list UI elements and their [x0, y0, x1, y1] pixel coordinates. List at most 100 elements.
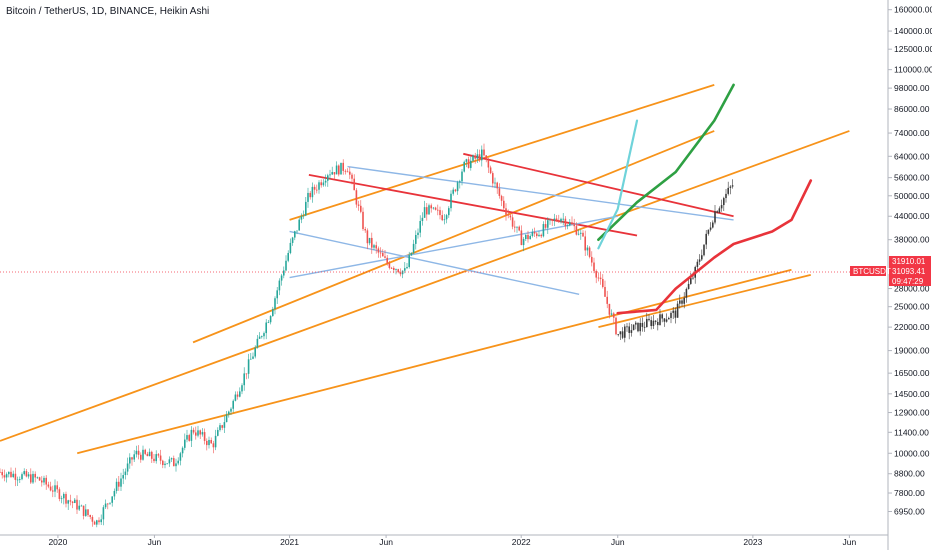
candle-body: [357, 204, 360, 206]
candle-body: [443, 219, 446, 221]
candle-body: [153, 458, 155, 462]
candle-body: [604, 286, 606, 297]
candle-body: [353, 178, 355, 191]
orange-channel-line[interactable]: [0, 130, 850, 442]
candle-body: [322, 182, 325, 186]
price-tick-label: 19000.00: [894, 346, 930, 356]
candle-body: [10, 471, 12, 477]
candle-body: [533, 231, 536, 234]
candle-body: [536, 233, 538, 237]
candle-body: [606, 296, 608, 304]
candle-body: [294, 231, 296, 238]
candle-body: [562, 218, 564, 220]
candle-body: [324, 180, 327, 183]
candle-body: [144, 449, 146, 454]
red-channel-line[interactable]: [308, 173, 638, 237]
candle-body: [335, 165, 338, 175]
candle-body: [377, 248, 380, 253]
candle-body: [448, 208, 450, 216]
candle-body: [437, 209, 439, 211]
price-tag-label: 31910.01: [892, 257, 926, 266]
orange-channel-line[interactable]: [289, 84, 715, 221]
price-tag-label: 09:47:29: [892, 277, 924, 286]
candle-body: [302, 215, 305, 217]
candle-body: [250, 358, 252, 360]
candle-body: [382, 253, 384, 257]
candle-body: [525, 234, 527, 240]
candle-body: [329, 174, 331, 176]
price-tag: 31093.41: [889, 266, 931, 276]
candle-body: [498, 188, 501, 196]
candle-body: [96, 520, 98, 525]
candle-body: [551, 219, 553, 221]
price-axis[interactable]: 160000.00 140000.00 125000.00 110000.00 9800…: [850, 0, 932, 550]
price-tag: 09:47:29: [889, 276, 931, 286]
candle-body: [720, 205, 723, 209]
cyan-projection-path[interactable]: [597, 119, 639, 250]
price-tick-label: 86000.00: [894, 104, 930, 114]
candle-body: [313, 186, 316, 190]
candle-body: [230, 408, 232, 412]
candle-body: [569, 222, 571, 226]
candle-body: [98, 520, 100, 523]
price-tag-label: BTCUSDT: [853, 267, 891, 276]
candle-body: [296, 230, 298, 232]
candle-body: [445, 215, 448, 220]
candle-body: [41, 480, 43, 483]
candle-body: [520, 230, 523, 246]
candle-body: [175, 463, 177, 467]
candle-body: [401, 270, 404, 275]
price-tick-label: 10000.00: [894, 448, 930, 458]
candle-body: [503, 200, 505, 209]
red-projection-path[interactable]: [616, 179, 813, 315]
green-projection-path[interactable]: [597, 83, 735, 241]
candle-body: [467, 159, 470, 168]
candle-body: [364, 229, 366, 231]
candle-body: [544, 224, 547, 228]
candle-body: [602, 279, 604, 287]
time-tick-label: Jun: [611, 537, 625, 547]
candle-body: [89, 515, 91, 517]
candle-body: [146, 453, 149, 457]
candle-body: [276, 290, 278, 299]
candle-body: [428, 205, 430, 215]
candle-body: [265, 322, 267, 334]
candle-body: [318, 182, 320, 190]
candle-body: [85, 509, 87, 516]
candle-body: [38, 477, 41, 481]
candle-body: [500, 195, 503, 201]
candle-body: [617, 334, 619, 336]
candle-body: [228, 411, 230, 415]
blue-channel-line[interactable]: [347, 165, 734, 221]
candle-body: [120, 478, 122, 487]
candle-body: [206, 440, 208, 446]
candle-body: [225, 414, 228, 423]
candle-body: [342, 162, 344, 171]
orange-channel-line[interactable]: [76, 268, 792, 455]
candle-body: [137, 450, 140, 455]
candle-body: [188, 435, 190, 441]
candle-body: [261, 336, 263, 338]
candle-body: [234, 394, 237, 401]
time-axis[interactable]: 2020 Jun 2021 Jun 2022 Jun 2023 Jun: [0, 534, 888, 547]
candle-body: [709, 227, 712, 230]
candle-body: [507, 214, 509, 216]
candle-body: [126, 463, 129, 472]
candle-body: [285, 260, 287, 271]
red-channel-line[interactable]: [463, 152, 734, 218]
candle-body: [186, 435, 188, 440]
time-tick-label: Jun: [843, 537, 857, 547]
candle-body: [124, 471, 127, 476]
candle-body: [309, 192, 311, 198]
candle-body: [298, 219, 300, 231]
candle-body: [327, 175, 329, 181]
candle-body: [610, 313, 613, 315]
blue-channel-line[interactable]: [289, 230, 580, 296]
candle-body: [685, 288, 688, 298]
price-tick-label: 6950.00: [894, 506, 925, 516]
orange-channel-line[interactable]: [598, 273, 811, 329]
blue-channel-line[interactable]: [289, 215, 618, 279]
candle-body: [300, 216, 303, 220]
candle-body: [393, 268, 395, 270]
